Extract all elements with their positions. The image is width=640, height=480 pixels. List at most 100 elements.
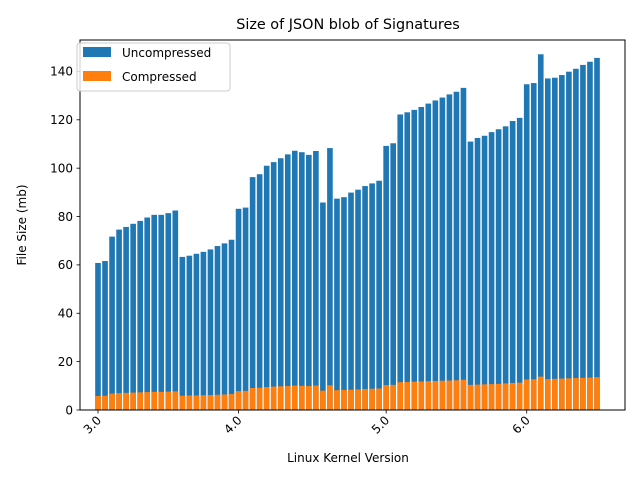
bar-compressed <box>411 381 418 410</box>
bar-uncompressed <box>559 75 565 410</box>
bar-uncompressed <box>207 249 214 410</box>
y-axis-title: File Size (mb) <box>15 184 29 265</box>
y-tick-label: 40 <box>58 307 73 321</box>
bar-uncompressed <box>544 78 551 410</box>
bar-compressed <box>587 377 593 410</box>
bar-compressed <box>453 380 460 410</box>
bar-compressed <box>228 394 235 410</box>
bar-compressed <box>516 382 523 410</box>
bar-compressed <box>193 395 200 410</box>
bar-uncompressed <box>397 114 404 410</box>
y-tick-label: 0 <box>65 403 73 417</box>
bar-compressed <box>580 377 586 410</box>
bar-compressed <box>446 380 453 410</box>
chart-title: Size of JSON blob of Signatures <box>236 17 460 33</box>
bar-uncompressed <box>523 84 530 410</box>
bar-compressed <box>179 395 186 410</box>
bar-uncompressed <box>95 262 101 410</box>
y-axis: 0 20 40 60 80 100 120 140 <box>50 65 80 417</box>
bar-compressed <box>207 395 214 410</box>
bar-compressed <box>383 385 389 410</box>
bar-uncompressed <box>362 186 368 410</box>
bar-uncompressed <box>123 226 129 410</box>
bar-compressed <box>95 395 101 410</box>
bar-compressed <box>334 390 340 410</box>
bar-uncompressed <box>313 151 319 410</box>
bar-compressed <box>144 392 151 410</box>
legend-swatch-compressed <box>83 71 111 81</box>
y-tick-label: 100 <box>50 161 73 175</box>
bar-compressed <box>270 386 277 410</box>
bar-compressed <box>341 389 347 410</box>
bar-compressed <box>299 385 305 410</box>
bar-uncompressed <box>102 261 108 410</box>
bar-uncompressed <box>270 162 277 410</box>
bar-compressed <box>502 383 509 410</box>
bar-uncompressed <box>587 61 593 410</box>
bar-uncompressed <box>376 180 382 410</box>
y-tick-label: 140 <box>50 65 73 79</box>
bar-uncompressed <box>509 121 516 410</box>
bar-compressed <box>200 395 207 410</box>
bar-compressed <box>376 388 382 410</box>
bar-uncompressed <box>334 198 340 410</box>
bar-uncompressed <box>460 87 467 410</box>
bar-compressed <box>327 385 333 410</box>
bar-uncompressed <box>130 223 136 410</box>
series-compressed <box>95 376 600 410</box>
y-tick-label: 120 <box>50 113 73 127</box>
bar-uncompressed <box>467 141 474 410</box>
bar-compressed <box>460 379 467 410</box>
bar-compressed <box>418 381 425 410</box>
bar-compressed <box>102 395 108 410</box>
bar-uncompressed <box>249 177 256 410</box>
y-tick-label: 60 <box>58 258 73 272</box>
bar-uncompressed <box>320 202 326 410</box>
bar-compressed <box>362 388 368 410</box>
bar-uncompressed <box>306 154 312 410</box>
y-tick-label: 80 <box>58 210 73 224</box>
bar-compressed <box>467 384 474 410</box>
bar-compressed <box>425 381 432 410</box>
bar-uncompressed <box>193 253 200 410</box>
bar-compressed <box>235 391 242 410</box>
bar-compressed <box>594 377 600 410</box>
bar-compressed <box>291 385 298 410</box>
bar-compressed <box>277 386 284 410</box>
bar-uncompressed <box>418 106 425 411</box>
series-uncompressed <box>95 54 600 411</box>
y-tick-label: 20 <box>58 355 73 369</box>
bar-uncompressed <box>502 126 509 410</box>
bar-uncompressed <box>341 197 347 410</box>
bar-compressed <box>397 382 404 410</box>
bar-uncompressed <box>284 154 291 410</box>
bar-compressed <box>355 389 361 410</box>
bar-uncompressed <box>186 255 193 410</box>
bar-uncompressed <box>495 129 502 411</box>
bar-compressed <box>249 387 256 410</box>
bar-uncompressed <box>516 117 523 411</box>
bar-uncompressed <box>179 256 186 410</box>
bar-uncompressed <box>165 213 172 410</box>
bar-uncompressed <box>263 165 270 410</box>
legend-label-uncompressed: Uncompressed <box>122 46 211 60</box>
bar-uncompressed <box>144 217 151 410</box>
bar-uncompressed <box>411 109 418 410</box>
bar-compressed <box>256 387 263 410</box>
plot-area <box>95 54 600 411</box>
bar-compressed <box>432 380 439 410</box>
bar-compressed <box>151 391 158 410</box>
bar-uncompressed <box>566 71 572 411</box>
bar-uncompressed <box>200 251 207 410</box>
bar-compressed <box>158 391 165 410</box>
bar-uncompressed <box>474 137 481 410</box>
bar-uncompressed <box>299 152 305 410</box>
bar-uncompressed <box>425 103 432 410</box>
bar-uncompressed <box>137 220 143 410</box>
bar-compressed <box>263 387 270 410</box>
axes-frame <box>79 39 626 411</box>
bar-uncompressed <box>151 214 158 410</box>
bar-compressed <box>123 392 129 410</box>
bar-compressed <box>172 391 179 410</box>
